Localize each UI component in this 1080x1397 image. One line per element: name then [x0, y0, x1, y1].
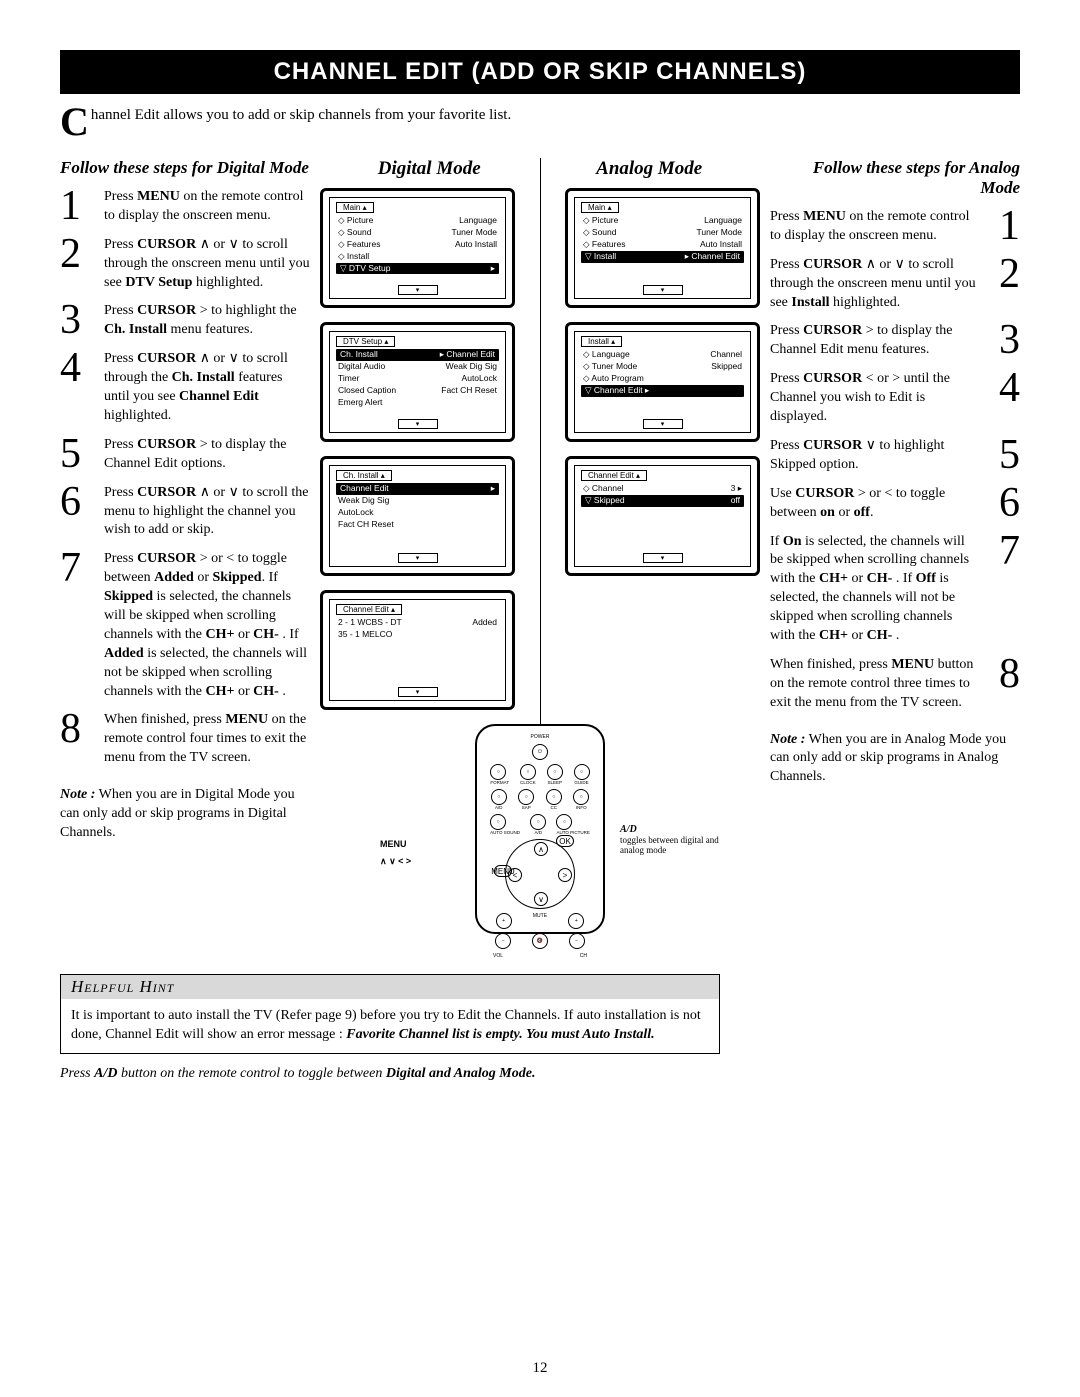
remote-dpad: ∧∨ <> OK MENU: [505, 839, 575, 909]
step: 8When finished, press MENU on the remote…: [60, 711, 310, 768]
analog-note: Note : When you are in Analog Mode you c…: [770, 731, 1020, 788]
step-number: 8: [60, 711, 90, 768]
hint-subtext: Press A/D button on the remote control t…: [60, 1062, 720, 1082]
title-band: CHANNEL EDIT (ADD OR SKIP CHANNELS): [60, 50, 1020, 94]
remote-button: ○: [490, 764, 506, 780]
hint-body: It is important to auto install the TV (…: [61, 999, 719, 1053]
step: 6 Use CURSOR > or < to toggle between on …: [770, 485, 1020, 523]
remote-button: ○: [530, 814, 546, 830]
tv-analog-1: Main ▴◇ PictureLanguage◇ SoundTuner Mode…: [565, 188, 760, 308]
remote-button: ○: [574, 764, 590, 780]
remote-button: ○: [573, 789, 589, 805]
tv-analog-3: Channel Edit ▴◇ Channel3 ▸▽ Skippedoff▾: [565, 456, 760, 576]
remote-button: ○: [556, 814, 572, 830]
tv-digital-3: Ch. Install ▴Channel Edit▸Weak Dig SigAu…: [320, 456, 515, 576]
step-number: 5: [990, 437, 1020, 475]
step: 4Press CURSOR < or > until the Channel y…: [770, 370, 1020, 427]
step-text: Press CURSOR ∨ to highlight Skipped opti…: [770, 437, 976, 475]
remote-ad-label: A/D toggles between digital and analog m…: [620, 824, 740, 855]
step-text: Press CURSOR ∧ or ∨ to scroll through th…: [104, 350, 310, 426]
step-number: 4: [60, 350, 90, 426]
remote-menu-label: MENU: [380, 839, 407, 849]
hint-title: Helpful Hint: [61, 975, 719, 999]
step-number: 6: [60, 484, 90, 541]
step-text: Use CURSOR > or < to toggle between on o…: [770, 485, 976, 523]
step: 6Press CURSOR ∧ or ∨ to scroll the menu …: [60, 484, 310, 541]
remote-button: ○: [518, 789, 534, 805]
step: 1 Press MENU on the remote control to dis…: [60, 188, 310, 226]
step-number: 8: [990, 656, 1020, 713]
remote-button: ○: [490, 814, 506, 830]
step-text: Press CURSOR > to display the Channel Ed…: [104, 436, 310, 474]
step: 5 Press CURSOR > to display the Channel E…: [60, 436, 310, 474]
step: 1 Press MENU on the remote control to dis…: [770, 208, 1020, 246]
step-number: 3: [60, 302, 90, 340]
digital-mode-title: Digital Mode: [378, 158, 481, 180]
tv-analog-2: Install ▴◇ LanguageChannel◇ Tuner ModeSk…: [565, 322, 760, 442]
step-text: Press MENU on the remote control to disp…: [104, 188, 310, 226]
remote-illustration: POWER ⏻ ○FORMAT○CLOCK○SLEEP○GUIDE ○A/D○S…: [390, 724, 690, 954]
step-text: Press CURSOR ∧ or ∨ to scroll through th…: [104, 236, 310, 293]
mode-divider: [540, 158, 541, 728]
step-number: 4: [990, 370, 1020, 427]
step-number: 1: [60, 188, 90, 226]
step-text: Press CURSOR > to highlight the Ch. Inst…: [104, 302, 310, 340]
intro-text: hannel Edit allows you to add or skip ch…: [91, 107, 511, 123]
tv-digital-2: DTV Setup ▴Ch. Install▸ Channel EditDigi…: [320, 322, 515, 442]
analog-mode-title: Analog Mode: [596, 158, 702, 180]
remote-cursor-label: ∧ ∨ < >: [380, 856, 411, 867]
step-text: Press CURSOR > to display the Channel Ed…: [770, 322, 976, 360]
power-icon: ⏻: [532, 744, 548, 760]
remote-button: ○: [547, 764, 563, 780]
step-number: 2: [60, 236, 90, 293]
step-number: 3: [990, 322, 1020, 360]
mute-icon: 🔇: [532, 933, 548, 949]
helpful-hint-box: Helpful Hint It is important to auto ins…: [60, 974, 720, 1054]
step-number: 7: [60, 550, 90, 701]
step-text: Press CURSOR ∧ or ∨ to scroll through th…: [770, 256, 976, 313]
step: 7If On is selected, the channels will be…: [770, 533, 1020, 646]
step-text: Press CURSOR > or < to toggle between Ad…: [104, 550, 310, 701]
step-number: 2: [990, 256, 1020, 313]
step-text: If On is selected, the channels will be …: [770, 533, 976, 646]
remote-button: ○: [520, 764, 536, 780]
step-text: Press CURSOR ∧ or ∨ to scroll the menu t…: [104, 484, 310, 541]
step: 2Press CURSOR ∧ or ∨ to scroll through t…: [770, 256, 1020, 313]
step-text: When finished, press MENU button on the …: [770, 656, 976, 713]
step: 2Press CURSOR ∧ or ∨ to scroll through t…: [60, 236, 310, 293]
step: 5 Press CURSOR ∨ to highlight Skipped opt…: [770, 437, 1020, 475]
digital-mode-header: Follow these steps for Digital Mode: [60, 158, 310, 178]
step: 3 Press CURSOR > to highlight the Ch. Ins…: [60, 302, 310, 340]
step: 8When finished, press MENU button on the…: [770, 656, 1020, 713]
remote-button: ○: [491, 789, 507, 805]
intro-paragraph: C hannel Edit allows you to add or skip …: [60, 106, 1020, 126]
step-number: 7: [990, 533, 1020, 646]
step: 3 Press CURSOR > to display the Channel E…: [770, 322, 1020, 360]
step-number: 5: [60, 436, 90, 474]
step-text: When finished, press MENU on the remote …: [104, 711, 310, 768]
step-number: 6: [990, 485, 1020, 523]
step-number: 1: [990, 208, 1020, 246]
step: 7Press CURSOR > or < to toggle between A…: [60, 550, 310, 701]
remote-button: ○: [546, 789, 562, 805]
step-text: Press CURSOR < or > until the Channel yo…: [770, 370, 976, 427]
analog-mode-header: Follow these steps for Analog Mode: [770, 158, 1020, 198]
step: 4Press CURSOR ∧ or ∨ to scroll through t…: [60, 350, 310, 426]
step-text: Press MENU on the remote control to disp…: [770, 208, 976, 246]
drop-cap: C: [60, 106, 89, 138]
page-number: 12: [533, 1360, 548, 1377]
tv-digital-4: Channel Edit ▴2 - 1 WCBS - DTAdded35 - 1…: [320, 590, 515, 710]
tv-digital-1: Main ▴◇ PictureLanguage◇ SoundTuner Mode…: [320, 188, 515, 308]
digital-note: Note : When you are in Digital Mode you …: [60, 786, 310, 843]
